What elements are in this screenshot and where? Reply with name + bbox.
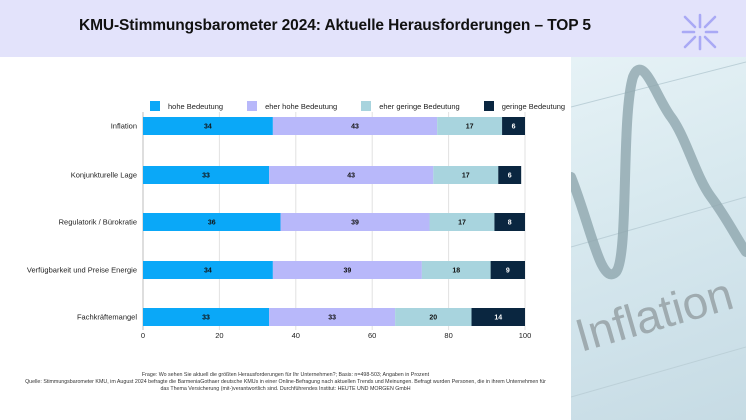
data-label: 33: [328, 315, 336, 322]
data-label: 17: [458, 220, 466, 227]
bar-segment: [143, 261, 273, 279]
x-tick-label: 100: [519, 331, 532, 340]
bar-segment: [490, 261, 525, 279]
bar-segment: [395, 308, 472, 326]
x-tick-label: 0: [141, 331, 145, 340]
chart-legend: hohe Bedeutung eher hohe Bedeutung eher …: [150, 99, 589, 113]
data-label: 8: [508, 220, 512, 227]
legend-swatch: [247, 101, 258, 111]
x-tick-label: 60: [368, 331, 376, 340]
category-label: Verfügbarkeit und Preise Energie: [27, 266, 137, 275]
legend-swatch: [361, 101, 372, 111]
bar-segment: [269, 308, 396, 326]
data-label: 17: [462, 173, 470, 180]
data-label: 39: [351, 220, 359, 227]
bar-segment: [471, 308, 525, 326]
data-label: 20: [429, 315, 437, 322]
data-label: 33: [202, 173, 210, 180]
footnote-source-cont: das Thema Versicherung (mit-)verantwortl…: [160, 386, 411, 393]
category-label: Konjunkturelle Lage: [71, 171, 137, 180]
sparkle-burst-icon: [681, 13, 719, 51]
data-label: 9: [506, 268, 510, 275]
legend-swatch: [483, 101, 494, 111]
footnote-source: Quelle: Stimmungsbarometer KMU, im Augus…: [25, 379, 546, 386]
data-label: 14: [494, 315, 502, 322]
bar-segment: [143, 166, 270, 184]
bar-segment: [502, 117, 525, 135]
legend-label: eher geringe Bedeutung: [379, 101, 460, 111]
legend-item: eher hohe Bedeutung: [247, 101, 337, 111]
data-label: 6: [512, 124, 516, 131]
bar-segment: [433, 166, 499, 184]
stacked-bar-chart: 0 20 40 60 80 100 Inflation 34 43 17 6 Konjunkturel…: [27, 112, 532, 340]
data-label: 33: [202, 315, 210, 322]
bar-segment: [143, 117, 273, 135]
bar-segment: [437, 117, 503, 135]
bar-segment: [272, 261, 422, 279]
legend-item: hohe Bedeutung: [150, 101, 223, 111]
data-label: 43: [351, 124, 359, 131]
data-label: 17: [466, 124, 474, 131]
category-label: Regulatorik / Bürokratie: [59, 218, 137, 227]
data-label: 34: [204, 268, 212, 275]
photo-caption: Inflation: [571, 267, 739, 361]
legend-item: eher geringe Bedeutung: [361, 101, 460, 111]
category-label: Fachkräftemangel: [77, 313, 137, 322]
legend-item: geringe Bedeutung: [483, 101, 566, 111]
bar-segment: [280, 213, 430, 231]
bar-segment: [429, 213, 495, 231]
data-label: 39: [343, 268, 351, 275]
inflation-photo: Inflation: [571, 57, 746, 420]
legend-label: eher hohe Bedeutung: [265, 101, 338, 111]
legend-label: hohe Bedeutung: [168, 101, 224, 111]
bar-segment: [494, 213, 525, 231]
x-tick-label: 80: [444, 331, 452, 340]
data-label: 34: [204, 124, 212, 131]
legend-label: geringe Bedeutung: [501, 101, 566, 111]
bar-segment: [421, 261, 491, 279]
x-tick-label: 40: [292, 331, 300, 340]
data-label: 18: [452, 268, 460, 275]
footnote-question: Frage: Wo sehen Sie aktuell die größten …: [141, 372, 430, 378]
data-label: 36: [208, 220, 216, 227]
legend-swatch: [150, 101, 160, 111]
category-label: Inflation: [111, 122, 137, 131]
data-label: 43: [347, 173, 355, 180]
header-band: KMU-Stimmungsbarometer 2024: Aktuelle He…: [0, 0, 746, 57]
bar-segment: [269, 166, 434, 184]
footnote: Frage: Wo sehen Sie aktuell die größten …: [0, 372, 571, 394]
bar-segment: [143, 213, 281, 231]
bar-segment: [272, 117, 438, 135]
data-label: 6: [508, 173, 512, 180]
inflation-chart-photo-graphic: Inflation: [571, 61, 746, 398]
x-tick-label: 20: [215, 331, 223, 340]
bar-segment: [498, 166, 522, 184]
bar-segment: [143, 308, 270, 326]
page-title: KMU-Stimmungsbarometer 2024: Aktuelle He…: [79, 17, 591, 34]
